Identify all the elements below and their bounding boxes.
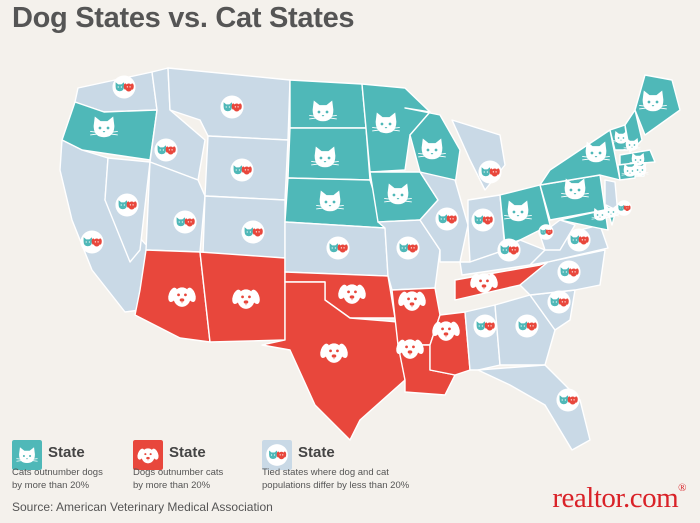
cat-and-dog-icon <box>230 158 254 182</box>
cat-and-dog-icon <box>567 228 591 252</box>
legend-cat-swatch-icon <box>12 440 42 470</box>
cat-and-dog-icon <box>547 290 571 314</box>
cat-and-dog-icon <box>220 95 244 119</box>
cat-face-icon <box>623 138 641 151</box>
cat-and-dog-icon <box>538 224 554 240</box>
state-ny <box>539 129 621 186</box>
cat-face-icon <box>311 146 339 168</box>
cat-face-icon <box>418 138 446 160</box>
cat-and-dog-icon <box>80 230 104 254</box>
cat-and-dog-icon <box>115 193 139 217</box>
cat-face-icon <box>561 178 589 200</box>
state-fl <box>477 364 591 451</box>
legend-cat-label: State <box>48 444 85 461</box>
legend-cat-description: Cats outnumber dogs by more than 20% <box>12 467 103 491</box>
source-note: Source: American Veterinary Medical Asso… <box>12 500 273 514</box>
dog-face-icon <box>432 321 460 341</box>
cat-face-icon <box>639 90 667 112</box>
page-title: Dog States vs. Cat States <box>12 2 355 34</box>
cat-face-icon <box>504 200 532 222</box>
dog-face-icon <box>398 291 426 311</box>
legend-dog-label: State <box>169 444 206 461</box>
dog-face-icon <box>338 284 366 304</box>
cat-and-dog-icon <box>326 236 350 260</box>
cat-and-dog-icon <box>616 200 632 216</box>
cat-face-icon <box>631 163 649 176</box>
cat-face-icon <box>90 116 118 138</box>
cat-and-dog-icon <box>112 75 136 99</box>
cat-and-dog-icon <box>241 220 265 244</box>
legend-tied-swatch-icon <box>262 440 292 470</box>
dog-face-icon <box>396 339 424 359</box>
cat-and-dog-icon <box>556 388 580 412</box>
cat-and-dog-icon <box>557 260 581 284</box>
cat-face-icon <box>309 100 337 122</box>
cat-and-dog-icon <box>471 208 495 232</box>
dog-face-icon <box>320 343 348 363</box>
dog-face-icon <box>168 287 196 307</box>
legend-dog-swatch-icon <box>133 440 163 470</box>
state-wv <box>539 219 576 251</box>
dog-face-icon <box>232 289 260 309</box>
cat-and-dog-icon <box>478 160 502 184</box>
cat-face-icon <box>591 208 609 221</box>
cat-face-icon <box>621 164 639 177</box>
cat-and-dog-icon <box>396 236 420 260</box>
dog-face-icon <box>470 273 498 293</box>
cat-and-dog-icon <box>515 314 539 338</box>
cat-and-dog-icon <box>473 314 497 338</box>
cat-and-dog-icon <box>173 210 197 234</box>
cat-and-dog-icon <box>154 138 178 162</box>
legend-tied-description: Tied states where dog and cat population… <box>262 467 410 491</box>
legend-tied-label: State <box>298 444 335 461</box>
cat-and-dog-icon <box>497 238 521 262</box>
cat-face-icon <box>582 141 610 163</box>
cat-face-icon <box>629 153 647 166</box>
cat-face-icon <box>372 112 400 134</box>
realtor-logo: realtor.com® <box>552 482 686 514</box>
cat-and-dog-icon <box>435 207 459 231</box>
cat-face-icon <box>612 131 630 144</box>
legend-dog-description: Dogs outnumber cats by more than 20% <box>133 467 224 491</box>
cat-face-icon <box>316 190 344 212</box>
cat-face-icon <box>384 183 412 205</box>
cat-face-icon <box>602 205 620 218</box>
